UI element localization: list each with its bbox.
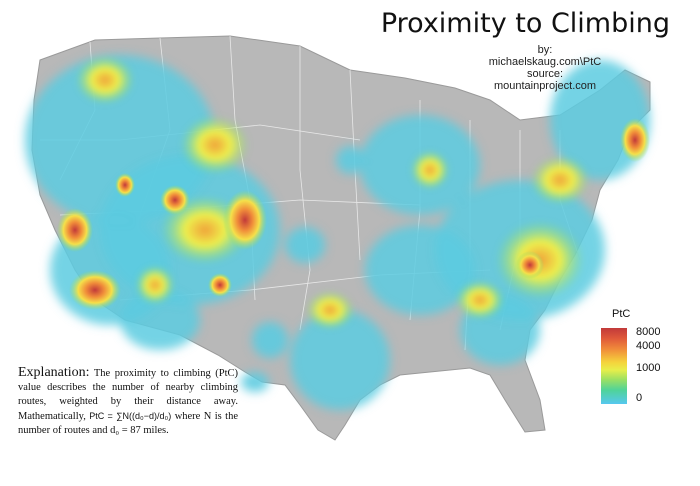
explanation-lead: Explanation: [18,365,90,380]
legend-tick-4000: 4000 [636,340,661,352]
heat-layer-hot [57,118,650,310]
ptc-formula: PtC = ∑N((d₀−d)/d₀) [89,411,172,421]
legend-title: PtC [612,308,631,320]
map-title: Proximity to Climbing [380,8,670,39]
legend-tick-8000: 8000 [636,326,661,338]
credits: by: michaelskaug.com\PtC source: mountai… [470,44,620,92]
credits-source-label: source: [526,68,564,80]
legend-tick-0: 0 [636,392,643,404]
explanation-text: Explanation: The proximity to climbing (… [18,366,238,438]
credits-author: michaelskaug.com\PtC [488,56,602,68]
credits-by-label: by: [537,44,553,56]
legend-tick-1000: 1000 [636,362,661,374]
explanation-body-2: where N is the number of routes and [18,411,238,436]
legend-color-bar [601,328,627,404]
credits-source: mountainproject.com [493,80,597,92]
explanation-body-1: The proximity to climbing (PtC) value de… [18,368,238,422]
explanation-d0: d₀ = 87 miles. [110,425,169,436]
heat-layer-warm [75,55,590,330]
